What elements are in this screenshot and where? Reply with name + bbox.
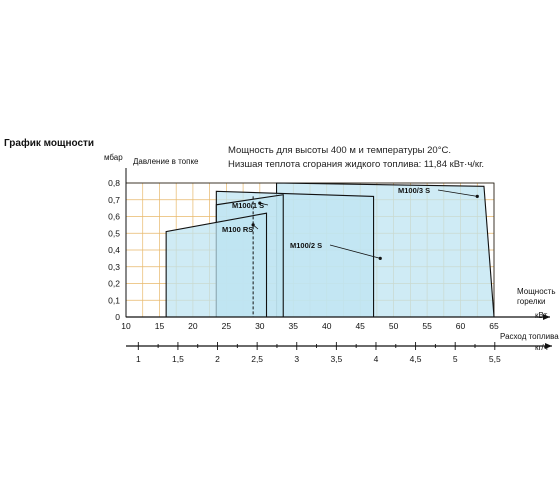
x-axis-title-line-1: Мощность bbox=[517, 287, 555, 296]
fuel-tick-label: 1 bbox=[136, 354, 141, 364]
x-tick-label: 60 bbox=[456, 321, 466, 331]
x-tick-label: 40 bbox=[322, 321, 332, 331]
x-tick-label: 35 bbox=[289, 321, 299, 331]
y-tick-label: 0,1 bbox=[108, 295, 120, 305]
fuel-tick-label: 1,5 bbox=[172, 354, 184, 364]
x-tick-label: 55 bbox=[422, 321, 432, 331]
fuel-axis-title-line-2: кг/ч bbox=[535, 343, 548, 352]
x-tick-label: 45 bbox=[355, 321, 365, 331]
y-tick-label: 0,2 bbox=[108, 279, 120, 289]
x-axis-arrow bbox=[543, 314, 550, 320]
x-unit-label: кВт bbox=[535, 311, 548, 320]
y-tick-label: 0,5 bbox=[108, 228, 120, 238]
y-tick-label: 0,4 bbox=[108, 245, 120, 255]
y-tick-label: 0,7 bbox=[108, 195, 120, 205]
y-tick-label: 0,8 bbox=[108, 178, 120, 188]
series-label: M100/1 S bbox=[232, 201, 264, 210]
series-label-pointer bbox=[437, 189, 478, 197]
x-tick-label: 50 bbox=[389, 321, 399, 331]
x-tick-label: 65 bbox=[489, 321, 499, 331]
series-label: M100/3 S bbox=[398, 186, 430, 195]
y-tick-label: 0 bbox=[115, 312, 120, 322]
series-label-pointer-head bbox=[475, 194, 479, 198]
fuel-tick-label: 5,5 bbox=[489, 354, 501, 364]
fuel-tick-label: 3,5 bbox=[330, 354, 342, 364]
y-tick-label: 0,3 bbox=[108, 262, 120, 272]
fuel-tick-label: 3 bbox=[294, 354, 299, 364]
fuel-tick-label: 2 bbox=[215, 354, 220, 364]
note-line-2: Низшая теплота сгорания жидкого топлива:… bbox=[228, 159, 484, 170]
fuel-axis-title-line-1: Расход топлива bbox=[500, 332, 559, 341]
plot-area: 00,10,20,30,40,50,60,70,810 15 20 25 30 35 40 4… bbox=[108, 168, 552, 364]
series-label-pointer-head bbox=[258, 201, 262, 205]
y-unit-label: мбар bbox=[104, 153, 123, 162]
series-label: M100 RS bbox=[222, 225, 253, 234]
series-label-pointer-head bbox=[378, 256, 382, 260]
fuel-tick-label: 4 bbox=[374, 354, 379, 364]
series-label-pointer bbox=[329, 244, 381, 259]
fuel-tick-label: 2,5 bbox=[251, 354, 263, 364]
fuel-axis-arrow bbox=[545, 343, 552, 349]
series-label: M100/2 S bbox=[290, 241, 322, 250]
x-tick-label: 20 bbox=[188, 321, 198, 331]
y-axis-title: Давление в топке bbox=[133, 157, 199, 166]
fuel-tick-label: 5 bbox=[453, 354, 458, 364]
x-tick-label: 10 bbox=[121, 321, 131, 331]
series-label-pointer-head bbox=[251, 223, 255, 227]
x-tick-label: 15 bbox=[155, 321, 165, 331]
page-heading: График мощности bbox=[4, 137, 94, 149]
x-axis-title-line-2: горелки bbox=[517, 297, 545, 306]
y-tick-label: 0,6 bbox=[108, 212, 120, 222]
note-line-1: Мощность для высоты 400 м и температуры … bbox=[228, 145, 451, 156]
x-tick-label: 30 bbox=[255, 321, 265, 331]
fuel-tick-label: 4,5 bbox=[410, 354, 422, 364]
x-tick-label: 25 bbox=[222, 321, 232, 331]
